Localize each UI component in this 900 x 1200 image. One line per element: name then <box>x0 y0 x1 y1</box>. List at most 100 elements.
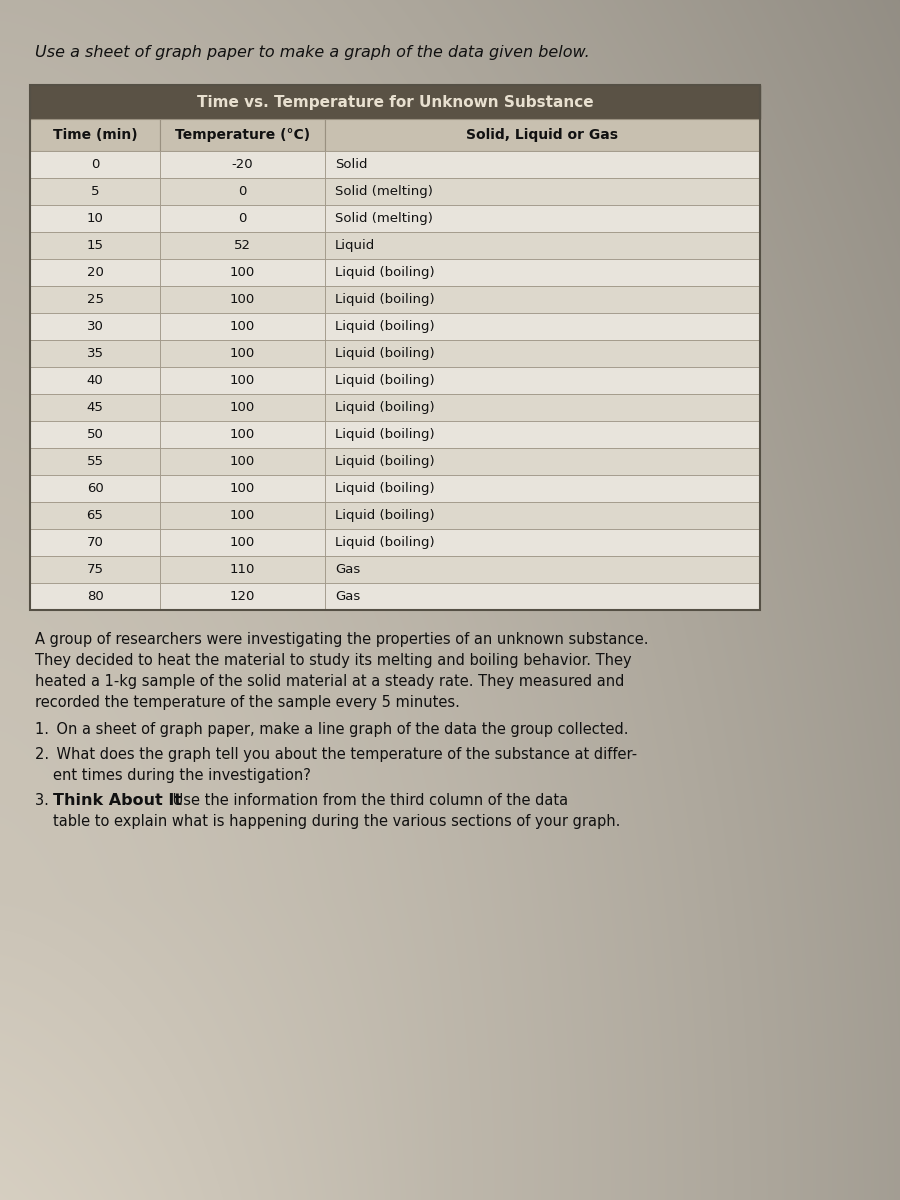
Bar <box>30 394 160 421</box>
Bar <box>325 502 760 529</box>
Text: Liquid (boiling): Liquid (boiling) <box>335 347 435 360</box>
Text: A group of researchers were investigating the properties of an unknown substance: A group of researchers were investigatin… <box>35 632 649 647</box>
Text: 30: 30 <box>86 320 104 332</box>
Bar <box>325 313 760 340</box>
Bar <box>160 583 325 610</box>
Text: 100: 100 <box>230 320 255 332</box>
Bar <box>30 85 760 119</box>
Bar <box>325 394 760 421</box>
Bar <box>325 286 760 313</box>
Bar <box>30 529 160 556</box>
Text: heated a 1-kg sample of the solid material at a steady rate. They measured and: heated a 1-kg sample of the solid materi… <box>35 674 625 689</box>
Text: 80: 80 <box>86 590 104 602</box>
Bar <box>160 178 325 205</box>
Text: 20: 20 <box>86 266 104 278</box>
Text: recorded the temperature of the sample every 5 minutes.: recorded the temperature of the sample e… <box>35 695 460 710</box>
Text: Gas: Gas <box>335 590 360 602</box>
Bar <box>160 556 325 583</box>
Bar <box>160 421 325 448</box>
Bar <box>160 502 325 529</box>
Text: 0: 0 <box>238 185 247 198</box>
Bar <box>160 475 325 502</box>
Text: 1. On a sheet of graph paper, make a line graph of the data the group collected.: 1. On a sheet of graph paper, make a lin… <box>35 722 628 737</box>
Bar <box>325 340 760 367</box>
Text: Liquid (boiling): Liquid (boiling) <box>335 266 435 278</box>
Bar <box>160 286 325 313</box>
Text: 52: 52 <box>234 239 251 252</box>
Bar <box>325 205 760 232</box>
Text: 10: 10 <box>86 212 104 226</box>
Bar <box>30 151 160 178</box>
Text: 15: 15 <box>86 239 104 252</box>
Text: 35: 35 <box>86 347 104 360</box>
Text: 3.: 3. <box>35 793 56 808</box>
Text: Temperature (°C): Temperature (°C) <box>175 128 310 142</box>
Text: Use a sheet of graph paper to make a graph of the data given below.: Use a sheet of graph paper to make a gra… <box>35 44 590 60</box>
Bar <box>325 529 760 556</box>
Text: 60: 60 <box>86 482 104 494</box>
Text: 100: 100 <box>230 374 255 386</box>
Text: 5: 5 <box>91 185 99 198</box>
Bar <box>160 340 325 367</box>
Text: Gas: Gas <box>335 563 360 576</box>
Text: Liquid (boiling): Liquid (boiling) <box>335 293 435 306</box>
Bar <box>30 119 160 151</box>
Bar <box>160 119 325 151</box>
Text: 100: 100 <box>230 428 255 440</box>
Text: 2. What does the graph tell you about the temperature of the substance at differ: 2. What does the graph tell you about th… <box>35 746 637 762</box>
Text: 0: 0 <box>238 212 247 226</box>
Bar <box>325 178 760 205</box>
Text: 70: 70 <box>86 536 104 550</box>
Text: Solid: Solid <box>335 158 367 170</box>
Bar <box>160 529 325 556</box>
Bar <box>325 151 760 178</box>
Text: Liquid (boiling): Liquid (boiling) <box>335 536 435 550</box>
Text: 120: 120 <box>230 590 256 602</box>
Text: 100: 100 <box>230 347 255 360</box>
Text: 55: 55 <box>86 455 104 468</box>
Text: Liquid (boiling): Liquid (boiling) <box>335 374 435 386</box>
Bar <box>30 583 160 610</box>
Text: Think About It: Think About It <box>53 793 182 808</box>
Bar <box>325 367 760 394</box>
Text: Time (min): Time (min) <box>53 128 138 142</box>
Bar <box>30 178 160 205</box>
Text: 100: 100 <box>230 401 255 414</box>
Text: 100: 100 <box>230 536 255 550</box>
Bar <box>30 286 160 313</box>
Bar <box>325 259 760 286</box>
Bar <box>30 448 160 475</box>
Bar <box>160 394 325 421</box>
Text: Liquid (boiling): Liquid (boiling) <box>335 509 435 522</box>
Text: 65: 65 <box>86 509 104 522</box>
Bar <box>30 205 160 232</box>
Text: 100: 100 <box>230 509 255 522</box>
Text: ent times during the investigation?: ent times during the investigation? <box>53 768 310 782</box>
Text: 100: 100 <box>230 293 255 306</box>
Text: Liquid (boiling): Liquid (boiling) <box>335 428 435 440</box>
Text: Liquid: Liquid <box>335 239 375 252</box>
Bar <box>30 502 160 529</box>
Text: 0: 0 <box>91 158 99 170</box>
Bar <box>30 259 160 286</box>
Text: table to explain what is happening during the various sections of your graph.: table to explain what is happening durin… <box>53 814 620 829</box>
Bar <box>30 475 160 502</box>
Text: 25: 25 <box>86 293 104 306</box>
Text: 40: 40 <box>86 374 104 386</box>
Bar <box>325 421 760 448</box>
Text: 110: 110 <box>230 563 256 576</box>
Bar <box>160 313 325 340</box>
Bar <box>325 119 760 151</box>
Text: Use the information from the third column of the data: Use the information from the third colum… <box>168 793 568 808</box>
Bar <box>160 367 325 394</box>
Bar <box>325 448 760 475</box>
Bar <box>325 232 760 259</box>
Text: They decided to heat the material to study its melting and boiling behavior. The: They decided to heat the material to stu… <box>35 653 632 668</box>
Text: Liquid (boiling): Liquid (boiling) <box>335 455 435 468</box>
Text: 100: 100 <box>230 455 255 468</box>
Text: Liquid (boiling): Liquid (boiling) <box>335 482 435 494</box>
Text: 100: 100 <box>230 482 255 494</box>
Text: Solid, Liquid or Gas: Solid, Liquid or Gas <box>466 128 618 142</box>
Bar <box>30 313 160 340</box>
Text: 50: 50 <box>86 428 104 440</box>
